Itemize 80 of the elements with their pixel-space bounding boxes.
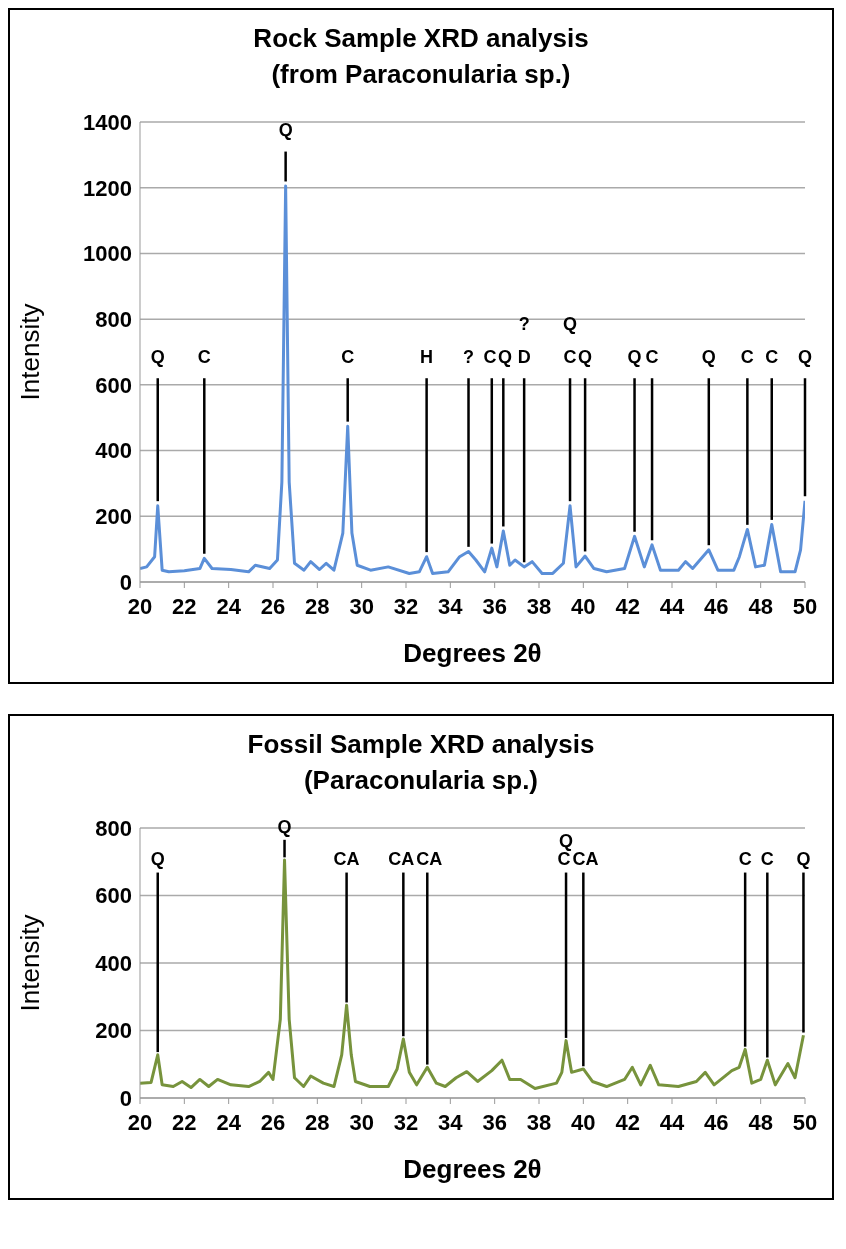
x-tick-label: 26	[260, 1109, 286, 1135]
x-tick-label: 36	[482, 593, 507, 619]
x-tick-label: 28	[305, 1109, 330, 1135]
y-tick-label: 0	[119, 569, 132, 595]
x-tick-label: 48	[748, 1109, 773, 1135]
x-tick-label: 40	[571, 1109, 596, 1135]
y-tick-label: 200	[95, 1018, 132, 1044]
annotation: C	[197, 346, 211, 367]
annotation: C	[645, 346, 659, 367]
annotation: Q	[278, 119, 293, 140]
annotation: ? D	[517, 314, 531, 367]
y-axis-title: Intensity	[15, 303, 46, 401]
annotation: Q	[627, 346, 642, 367]
x-tick-label: 28	[305, 593, 330, 619]
y-tick-label: 1400	[83, 109, 132, 135]
y-tick-label: 600	[95, 883, 132, 909]
x-tick-label: 38	[526, 593, 552, 619]
y-tick-label: 800	[95, 815, 132, 841]
x-tick-label: 44	[659, 593, 685, 619]
annotation: Q	[150, 849, 165, 870]
x-tick-label: 40	[571, 593, 596, 619]
x-tick-label: 42	[615, 593, 640, 619]
x-tick-label: 32	[393, 1109, 419, 1135]
chart-title: Rock Sample XRD analysis	[252, 22, 590, 55]
x-tick-label: 30	[349, 1109, 374, 1135]
annotation: Q	[796, 849, 811, 870]
x-tick-label: 34	[438, 593, 464, 619]
x-axis-title: Degrees 2θ	[403, 1154, 542, 1184]
x-tick-label: 34	[438, 1109, 464, 1135]
annotation: Q	[277, 816, 292, 837]
y-tick-label: 1000	[83, 241, 132, 267]
annotation: C	[765, 346, 779, 367]
x-tick-label: 26	[260, 593, 286, 619]
y-tick-label: 200	[95, 504, 132, 530]
x-tick-label: 36	[482, 1109, 507, 1135]
annotation: Q	[701, 346, 716, 367]
x-tick-label: 30	[349, 593, 374, 619]
y-tick-label: 1200	[83, 175, 132, 201]
y-tick-label: 400	[95, 950, 132, 976]
annotation: H	[420, 346, 434, 367]
x-tick-label: 50	[792, 1109, 818, 1135]
x-tick-label: 50	[792, 593, 818, 619]
x-tick-label: 48	[748, 593, 773, 619]
y-axis-title: Intensity	[15, 914, 46, 1012]
annotation: Q	[578, 346, 593, 367]
y-tick-label: 0	[119, 1085, 132, 1111]
x-tick-label: 44	[659, 1109, 685, 1135]
x-tick-label: 32	[393, 593, 419, 619]
chart-subtitle: (Paraconularia sp.)	[302, 764, 540, 797]
annotation: Q C	[563, 314, 578, 367]
annotation: C	[341, 346, 355, 367]
annotation: Q	[150, 346, 165, 367]
x-tick-label: 38	[526, 1109, 552, 1135]
x-tick-label: 46	[704, 1109, 729, 1135]
annotation: CA	[572, 849, 599, 870]
x-axis-title: Degrees 2θ	[403, 638, 542, 668]
annotation: ?	[463, 346, 475, 367]
annotation: Q	[498, 346, 513, 367]
annotation: C	[738, 849, 752, 870]
x-tick-label: 20	[127, 1109, 153, 1135]
annotation: Q	[797, 346, 813, 367]
x-tick-label: 20	[127, 593, 153, 619]
x-tick-label: 24	[216, 1109, 242, 1135]
chart-title: Fossil Sample XRD analysis	[246, 728, 596, 761]
x-tick-label: 46	[704, 593, 729, 619]
y-tick-label: 800	[95, 306, 132, 332]
x-tick-label: 22	[172, 1109, 197, 1135]
x-tick-label: 22	[172, 593, 197, 619]
annotation: C	[760, 849, 774, 870]
annotation: C	[740, 346, 754, 367]
y-tick-label: 400	[95, 438, 132, 464]
chart-subtitle: (from Paraconularia sp.)	[270, 58, 572, 91]
annotation: CA	[416, 849, 443, 870]
x-tick-label: 24	[216, 593, 242, 619]
annotation: C	[483, 346, 497, 367]
annotation: Q	[559, 830, 574, 851]
x-tick-label: 42	[615, 1109, 640, 1135]
y-tick-label: 600	[95, 372, 132, 398]
annotation: CA	[388, 849, 415, 870]
annotation: CA	[333, 849, 360, 870]
